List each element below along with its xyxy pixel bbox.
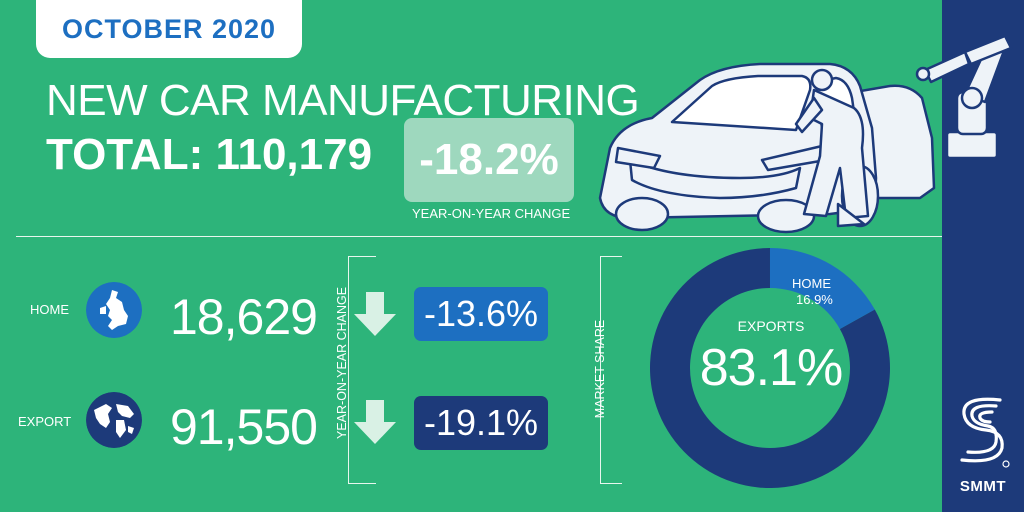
robot-arm-illustration bbox=[915, 34, 1013, 160]
market-share-bracket bbox=[600, 256, 622, 484]
market-share-donut bbox=[650, 248, 890, 488]
export-yoy-change-box: -19.1% bbox=[414, 396, 548, 450]
donut-segment-exports bbox=[650, 248, 890, 488]
page-title: NEW CAR MANUFACTURING bbox=[46, 76, 640, 125]
section-divider bbox=[16, 236, 942, 237]
export-down-arrow-icon bbox=[354, 400, 396, 444]
donut-exports-label: EXPORTS bbox=[737, 318, 805, 334]
home-label: HOME bbox=[30, 302, 69, 317]
market-share-label: MARKET SHARE bbox=[593, 319, 607, 419]
total-yoy-change-box: -18.2% bbox=[404, 118, 574, 202]
donut-home-label: HOME bbox=[792, 276, 831, 291]
total-yoy-caption: YEAR-ON-YEAR CHANGE bbox=[412, 206, 571, 221]
home-yoy-change: -13.6% bbox=[423, 293, 539, 334]
car-illustration bbox=[598, 62, 936, 234]
export-yoy-change: -19.1% bbox=[423, 402, 539, 443]
world-globe-icon bbox=[86, 392, 142, 448]
total-yoy-change-value: -18.2% bbox=[419, 135, 559, 184]
yoy-vertical-label: YEAR-ON-YEAR CHANGE bbox=[335, 286, 349, 439]
donut-segment-home bbox=[770, 248, 875, 330]
uk-map-icon bbox=[86, 282, 142, 338]
smmt-logo-icon bbox=[960, 397, 1010, 468]
export-label: EXPORT bbox=[18, 414, 72, 429]
home-yoy-change-box: -13.6% bbox=[414, 287, 548, 341]
yoy-bracket bbox=[348, 256, 376, 484]
home-down-arrow-icon bbox=[354, 292, 396, 336]
export-volume: 91,550 bbox=[170, 399, 318, 455]
home-volume: 18,629 bbox=[170, 289, 318, 345]
date-badge: OCTOBER 2020 bbox=[36, 0, 302, 58]
total-production: TOTAL: 110,179 bbox=[46, 130, 373, 179]
brand-name: SMMT bbox=[959, 478, 1007, 495]
donut-exports-value: 83.1% bbox=[699, 339, 843, 397]
report-date: OCTOBER 2020 bbox=[61, 13, 277, 44]
donut-home-value: 16.9% bbox=[796, 292, 833, 307]
